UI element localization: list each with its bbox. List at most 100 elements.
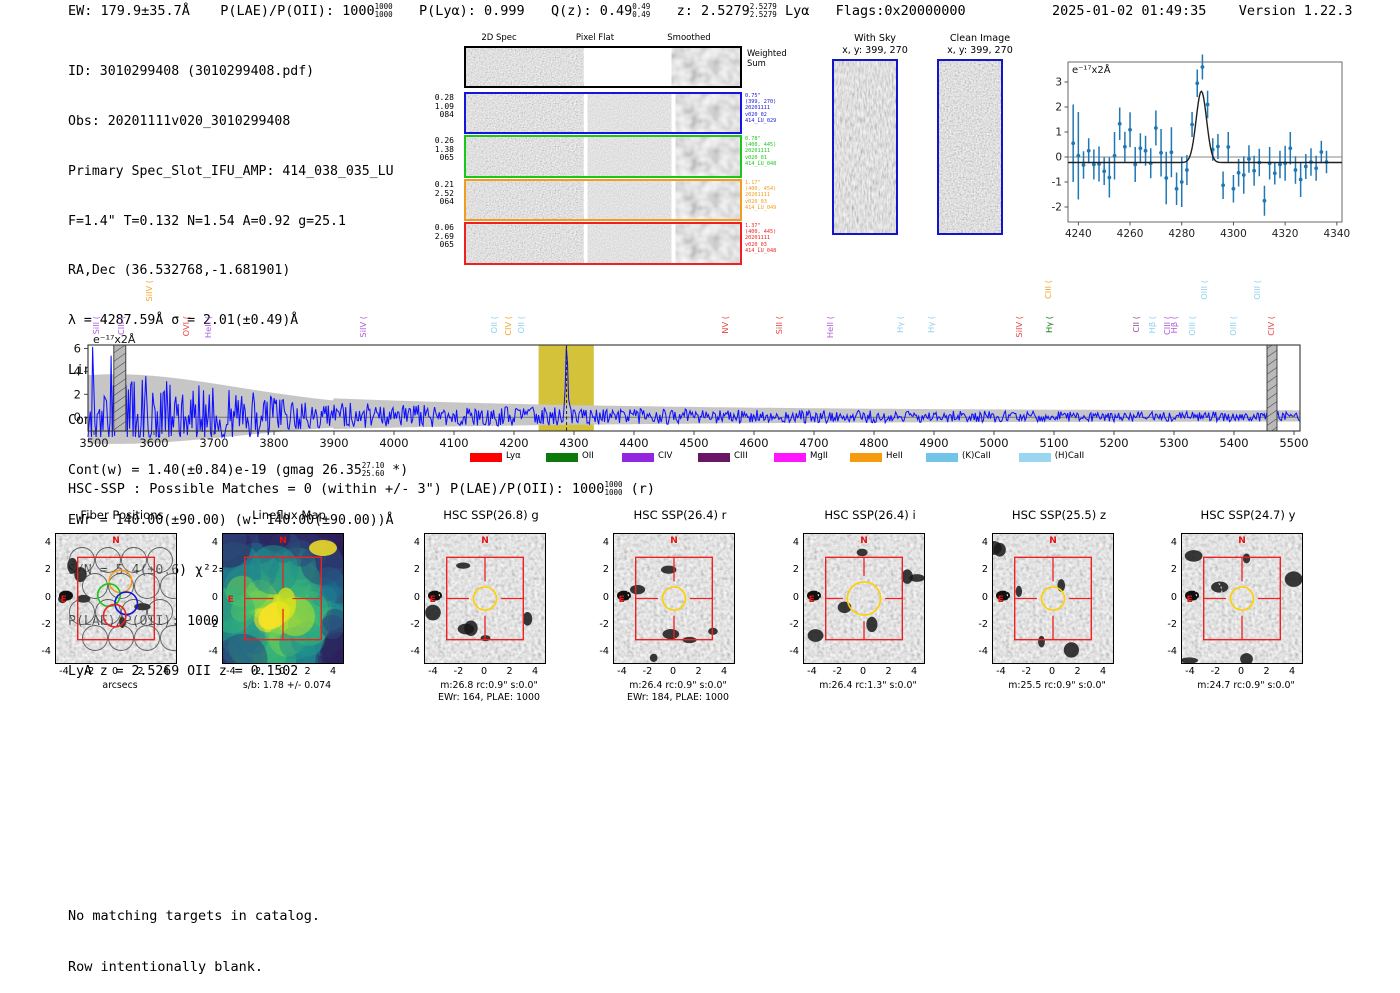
flux-unit-annotation: e⁻¹⁷x2Å <box>1072 63 1111 76</box>
aperture-circle <box>661 586 687 611</box>
emission-line-marker: SiII ( <box>774 316 785 335</box>
compass-east: E <box>228 595 234 605</box>
fiber-stats: 0.28 1.09 084 <box>434 93 454 120</box>
with-sky-coords: x, y: 399, 270 <box>842 44 908 56</box>
plae-upper: 1000 <box>374 2 393 11</box>
cutout-x-tick: 2 <box>506 666 513 677</box>
cutout-caption-secondary: EWr: 184, PLAE: 1000 <box>627 692 729 703</box>
cutout-panel: HSC SSP(26.8) g N E 4 2 0 -2 -4 -4 -2 0 2 4 m:26.8 rc… <box>402 508 587 723</box>
y-tick-label: 2 <box>1055 102 1062 114</box>
weighted-sum-strip <box>464 46 742 88</box>
z-lower: 2.5279 <box>749 10 777 19</box>
cutout-x-tick: 4 <box>1100 666 1107 677</box>
cutout-title: Fiber Positions <box>80 508 164 522</box>
cutout-y-tick: 4 <box>413 536 420 548</box>
y-tick-label: 3 <box>1055 77 1062 89</box>
spectrum-x-tick: 4600 <box>739 436 768 450</box>
emission-line-marker: Hγ ( <box>894 316 905 334</box>
spectrum-x-tick: 3600 <box>139 436 168 450</box>
cutout-panel: HSC SSP(25.5) z N E 4 2 0 -2 -4 -4 -2 0 2 4 m:25.5 rc… <box>970 508 1155 723</box>
legend-swatch <box>470 453 502 462</box>
spectrum-x-tick: 4300 <box>559 436 588 450</box>
cutout-x-tick: 2 <box>304 666 311 677</box>
hsc-header-text: HSC-SSP : Possible Matches = 0 (within +… <box>68 481 605 497</box>
spectrum-legend: Lyα OII CIV CIII MgII HeII (K)CaII (H)CaII <box>470 451 1084 466</box>
cutout-x-tick: 0 <box>669 666 677 677</box>
hsc-plae-lower: 1000 <box>604 488 623 497</box>
z-type: Lyα <box>784 3 810 19</box>
aperture-circle <box>846 581 882 616</box>
cutout-x-tick: 0 <box>278 666 286 677</box>
cutout-y-tick: -4 <box>978 646 988 658</box>
spectrum-y-tick: 0 <box>74 410 81 424</box>
legend-swatch <box>698 453 730 462</box>
emission-line-marker: SiIV ( <box>1014 316 1025 338</box>
plae-label: P(LAE)/P(OII): 1000 <box>220 3 375 19</box>
legend-label: OII <box>582 451 594 461</box>
fiber-strip <box>464 135 742 178</box>
emission-line-marker: Hβ ( <box>1147 316 1158 334</box>
spec2d-panel: 2D Spec Pixel Flat Smoothed Weighted Sum… <box>432 33 787 273</box>
plya-value: P(Lyα): 0.999 <box>418 3 525 19</box>
hsc-ssp-header: HSC-SSP : Possible Matches = 0 (within +… <box>68 481 655 498</box>
qz-lower: 0.49 <box>632 10 651 19</box>
cutout-x-tick: 4 <box>163 666 170 677</box>
compass-east: E <box>998 595 1004 605</box>
emission-line-marker: SiII ( <box>91 316 102 335</box>
cutout-x-tick: 2 <box>695 666 702 677</box>
spectrum-x-tick: 3700 <box>199 436 228 450</box>
footer-note: No matching targets in catalog. Row inte… <box>68 874 320 993</box>
cutout-y-tick: 0 <box>1170 591 1177 603</box>
fiber-info: 0.78" (400, 445) 20201111 v020_01 414_LU… <box>745 136 777 167</box>
cutout-title: HSC SSP(25.5) z <box>1011 508 1107 522</box>
y-tick-label: 1 <box>1055 127 1062 139</box>
legend-swatch <box>850 453 882 462</box>
gaussian-fit-curve <box>1068 90 1342 164</box>
param-seeing: F=1.4" T=0.132 N=1.54 A=0.92 g=25.1 <box>68 213 346 229</box>
cutout-y-tick: -4 <box>1167 646 1177 658</box>
fiber-stats: 0.26 1.38 065 <box>434 136 454 163</box>
emission-line-marker: Hβ ( <box>1169 316 1179 334</box>
cutout-caption: m:26.4 rc:1.3" s:0.0" <box>819 680 917 691</box>
cutout-caption: m:26.4 rc:0.9" s:0.0" <box>629 680 727 691</box>
legend-swatch <box>546 453 578 462</box>
fiber-info: 0.75" (399, 270) 20201111 v020_02 414_LU… <box>745 93 777 124</box>
cutout-caption: m:24.7 rc:0.9" s:0.0" <box>1197 680 1295 691</box>
cutout-x-tick: 0 <box>859 666 867 677</box>
emission-line-marker: OIII ( <box>1187 316 1197 336</box>
cutout-y-tick: 4 <box>44 536 51 548</box>
cutout-y-tick: 4 <box>211 536 218 548</box>
cutout-y-tick: -2 <box>1167 618 1177 630</box>
full-spectrum-svg: e⁻¹⁷x2Å 0 2 4 6 3500 3600 3700 3800 3900 4000 4100 4… <box>74 333 1309 450</box>
param-cont-w-text: Cont(w) = 1.40(±0.84)e-19 (gmag 26.35 <box>68 463 362 479</box>
aperture-circle <box>1229 586 1255 611</box>
spectrum-x-tick: 3900 <box>319 436 348 450</box>
spectrum-x-tick: 5500 <box>1279 436 1308 450</box>
cutout-x-tick: -4 <box>428 666 438 677</box>
compass-north: N <box>481 536 489 546</box>
cutout-overlay: NE <box>228 536 322 641</box>
spectrum-x-tick: 5300 <box>1159 436 1188 450</box>
cutout-caption: m:25.5 rc:0.9" s:0.0" <box>1008 680 1106 691</box>
spectrum-x-tick: 3500 <box>79 436 108 450</box>
spectrum-x-tick: 4900 <box>919 436 948 450</box>
emission-line-marker: OIII ( <box>1199 280 1209 300</box>
legend-label: Lyα <box>506 451 521 461</box>
spectrum-x-tick: 5100 <box>1039 436 1068 450</box>
cutout-y-tick: -4 <box>599 646 609 658</box>
emission-line-marker: SiIV ( <box>357 316 368 338</box>
compass-east: E <box>809 595 815 605</box>
compass-north: N <box>279 536 287 546</box>
cutout-y-tick: 4 <box>602 536 609 548</box>
spectrum-y-tick: 2 <box>74 387 81 401</box>
cutout-x-tick: 4 <box>721 666 728 677</box>
footer-line-2: Row intentionally blank. <box>68 959 264 975</box>
legend-label: (K)CaII <box>962 451 991 461</box>
